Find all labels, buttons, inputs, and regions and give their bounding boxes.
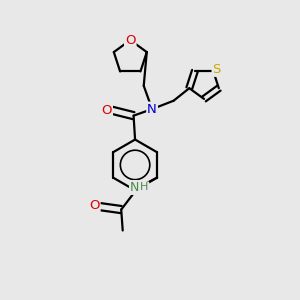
Text: H: H <box>140 182 148 193</box>
Text: O: O <box>89 200 100 212</box>
Text: S: S <box>213 63 221 76</box>
Text: N: N <box>130 181 139 194</box>
Text: O: O <box>101 104 112 117</box>
Text: O: O <box>125 34 136 46</box>
Text: N: N <box>147 103 157 116</box>
